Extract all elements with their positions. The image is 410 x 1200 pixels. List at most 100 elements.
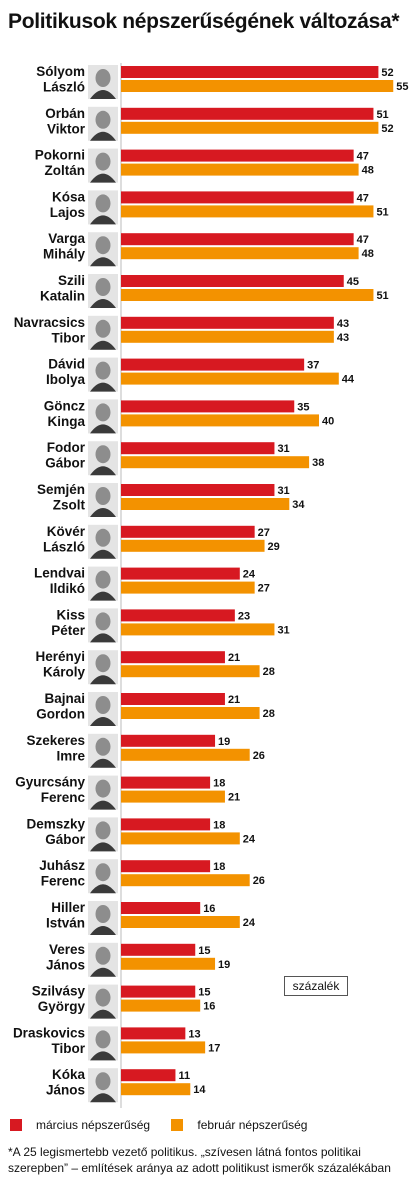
portrait-shoulders (90, 508, 116, 517)
portrait-shoulders (90, 967, 116, 977)
politician-name: Göncz Kinga (44, 398, 86, 429)
bar-february (121, 999, 201, 1012)
portrait-shoulders (90, 884, 116, 894)
politician-name: Kiss Péter (51, 607, 86, 638)
bar-february (121, 832, 240, 845)
politician-surname: Lendvai (34, 566, 85, 581)
value-label-february: 26 (253, 750, 265, 762)
politician-surname: Gyurcsány (15, 775, 85, 790)
legend: március népszerűség február népszerűség (10, 1118, 325, 1134)
portrait-head (95, 612, 111, 631)
value-label-february: 14 (193, 1084, 206, 1096)
portrait-shoulders (90, 926, 116, 935)
portrait-shoulders (90, 340, 116, 350)
value-label-march: 18 (213, 819, 225, 831)
portrait-photo-icon (88, 775, 118, 810)
portrait-shoulders (90, 633, 116, 643)
portrait-photo-icon (88, 984, 118, 1019)
portrait-photo-icon (88, 1026, 118, 1061)
value-label-march: 16 (203, 903, 215, 915)
portrait-head (95, 69, 111, 87)
bar-march (121, 902, 201, 914)
portrait-head (95, 403, 111, 422)
legend-item-march: március népszerűség (10, 1118, 150, 1132)
bar-march (121, 233, 354, 246)
portrait-photo-icon (88, 692, 118, 726)
bar-february (121, 414, 319, 427)
politician-firstname: Gábor (45, 832, 86, 847)
politician-surname: Kóka (52, 1067, 86, 1082)
portrait-photo-icon (88, 566, 118, 601)
bar-march (121, 107, 374, 120)
portrait-photo-icon (88, 274, 118, 308)
value-label-february: 24 (243, 833, 256, 845)
bar-march (121, 693, 225, 705)
portrait-photo-icon (88, 524, 118, 559)
politician-firstname: István (46, 916, 85, 931)
bar-march (121, 358, 305, 371)
politician-name: Navracsics Tibor (14, 315, 86, 346)
value-label-march: 13 (188, 1028, 200, 1040)
portrait-photo-icon (88, 817, 118, 852)
politician-name: Szekeres Imre (26, 733, 85, 764)
politician-name: Fodor Gábor (45, 440, 86, 471)
portrait-photo-icon (88, 901, 118, 935)
politician-surname: Juhász (39, 858, 85, 873)
value-label-february: 48 (362, 165, 374, 177)
legend-label-february: február népszerűség (197, 1118, 308, 1132)
bar-february (121, 330, 334, 343)
politician-name: Varga Mihály (43, 231, 86, 262)
bar-march (121, 66, 379, 78)
portrait-photo-icon (88, 483, 118, 517)
portrait-head (95, 319, 111, 338)
portrait-head (95, 696, 111, 714)
politician-surname: Szili (58, 273, 85, 288)
value-label-february: 51 (376, 290, 388, 302)
politician-firstname: Lajos (50, 205, 85, 220)
value-label-march: 23 (238, 610, 250, 622)
politician-firstname: Ildikó (50, 581, 85, 596)
value-label-march: 47 (357, 234, 369, 246)
politician-firstname: Gordon (36, 707, 85, 722)
politician-firstname: Imre (56, 748, 85, 763)
legend-swatch-february (171, 1119, 184, 1131)
portrait-head (95, 1072, 111, 1091)
bar-march (121, 943, 196, 956)
bar-march (121, 734, 216, 747)
portrait-photo-icon (88, 357, 118, 392)
value-label-march: 15 (198, 987, 210, 999)
bar-february (121, 707, 260, 719)
bar-february (121, 121, 379, 134)
politician-firstname: Ferenc (41, 874, 86, 889)
value-label-march: 45 (347, 276, 359, 288)
portrait-photo-icon (88, 733, 118, 768)
politician-name: Gyurcsány Ferenc (15, 775, 85, 806)
value-label-march: 21 (228, 694, 240, 706)
value-label-february: 28 (263, 708, 275, 720)
portrait-shoulders (90, 1093, 116, 1103)
portrait-head (95, 487, 111, 505)
portrait-head (95, 654, 111, 673)
portrait-head (95, 737, 111, 756)
portrait-photo-icon (88, 859, 118, 894)
politician-surname: Szilvásy (32, 984, 86, 999)
portrait-shoulders (90, 1009, 116, 1019)
portrait-photo-icon (88, 65, 118, 99)
value-label-february: 17 (208, 1042, 220, 1054)
value-label-february: 31 (277, 624, 289, 636)
bar-february (121, 80, 394, 92)
politician-surname: Navracsics (14, 315, 85, 330)
bar-february (121, 163, 359, 176)
portrait-photo-icon (88, 190, 118, 225)
value-label-march: 35 (297, 401, 309, 413)
politician-firstname: Mihály (43, 247, 86, 262)
politician-name: Szilvásy György (32, 984, 86, 1015)
value-label-february: 19 (218, 959, 230, 971)
bar-march (121, 985, 196, 998)
portrait-head (95, 570, 111, 589)
politician-surname: Bajnai (44, 691, 85, 706)
portrait-head (95, 110, 111, 129)
politician-firstname: Tibor (52, 1041, 86, 1056)
politician-name: Kóka János (46, 1067, 86, 1098)
